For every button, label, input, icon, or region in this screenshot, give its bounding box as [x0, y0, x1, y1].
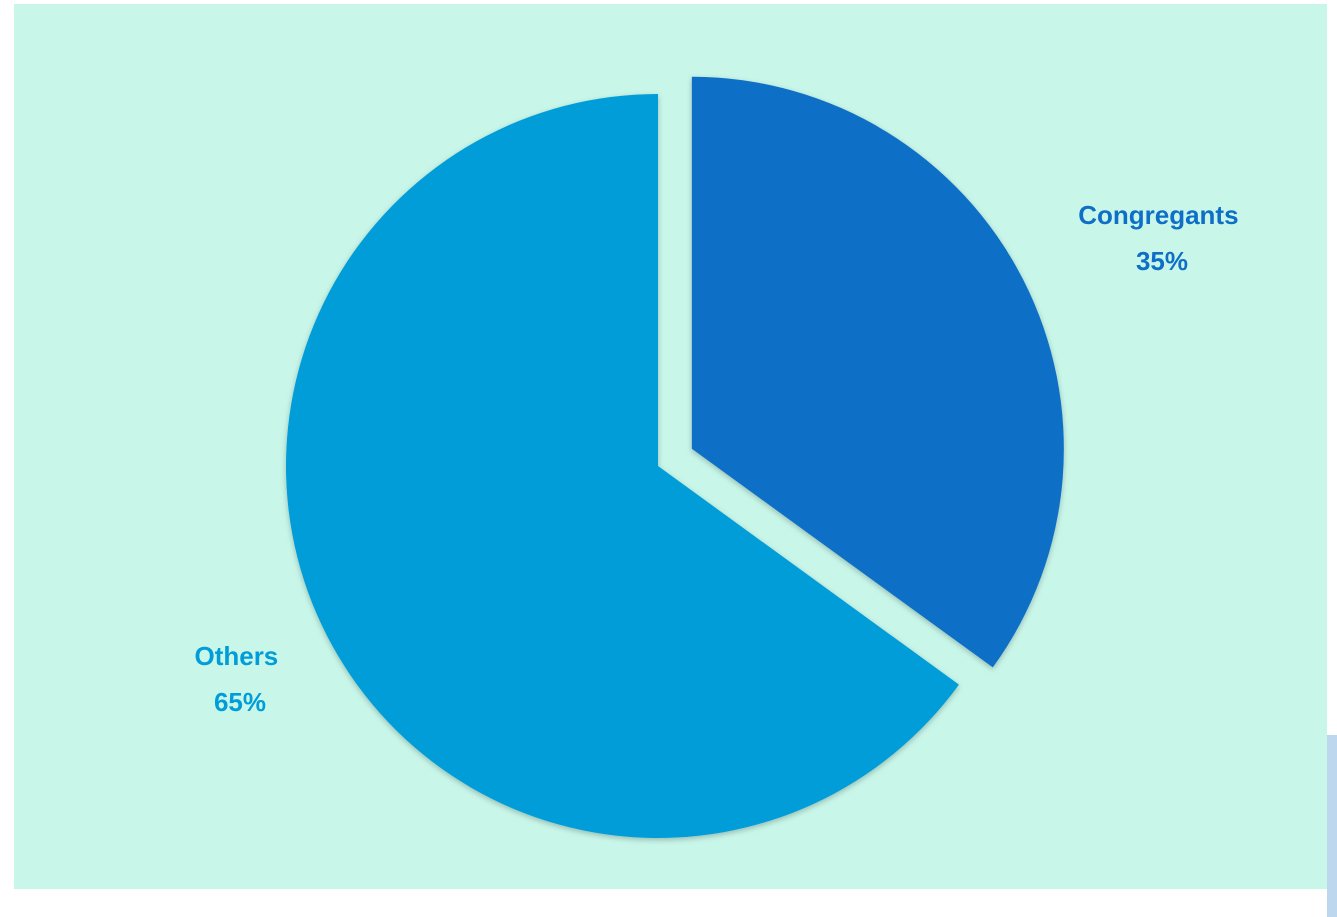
slice-value-others: 65%	[214, 687, 266, 717]
pie-slice-others	[286, 94, 959, 838]
pie-slices	[286, 76, 1064, 838]
pie-labels: Congregants 35% Others 65%	[194, 200, 1246, 717]
pie-slice-congregants	[691, 76, 1064, 668]
slice-name-others: Others	[194, 641, 278, 671]
slice-label-others: Others 65%	[194, 641, 285, 717]
slice-label-congregants: Congregants 35%	[1078, 200, 1246, 276]
slice-value-congregants: 35%	[1136, 246, 1188, 276]
edge-accent-strip	[1327, 735, 1337, 917]
slice-name-congregants: Congregants	[1078, 200, 1238, 230]
